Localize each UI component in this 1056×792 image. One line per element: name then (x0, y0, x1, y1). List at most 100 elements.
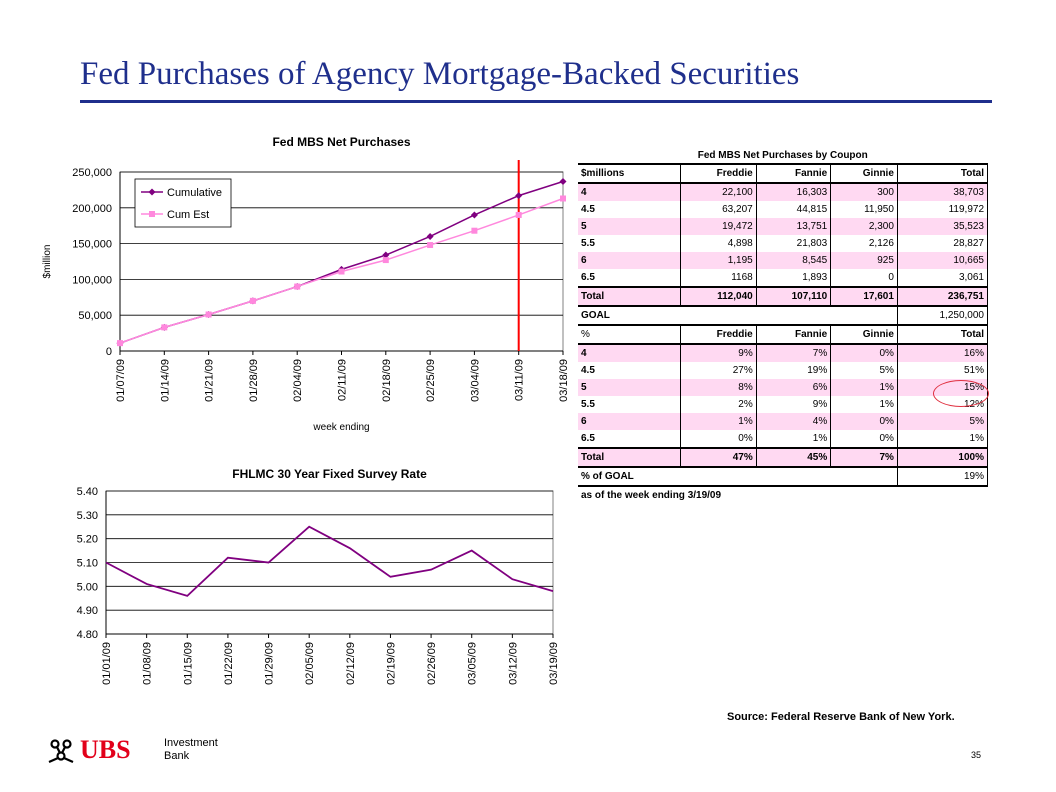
x-tick-label: 01/08/09 (142, 642, 154, 685)
x-tick-label: 02/18/09 (381, 359, 393, 402)
x-tick-label: 01/15/09 (182, 642, 194, 685)
table-cell (680, 466, 757, 486)
table-cell: 5.5 (578, 235, 682, 252)
ubs-logo: UBS Investment Bank (46, 733, 246, 767)
table-cell: 1% (680, 413, 757, 430)
table-cell: 2,126 (830, 235, 898, 252)
y-tick-label: 150,000 (72, 239, 112, 251)
table-cell: 9% (680, 343, 757, 362)
table-row: 4 22,100 16,303 300 38,703 (578, 182, 989, 201)
table-cell: 1% (756, 430, 832, 448)
table-cell: 100% (897, 447, 989, 467)
logo-line-1: Investment (164, 737, 218, 749)
table-total-row: Total 112,040 107,110 17,601 236,751 (578, 286, 989, 306)
y-tick-label: 0 (106, 346, 112, 358)
y-tick-label: 5.30 (77, 510, 98, 522)
table-row: 6.5 0% 1% 0% 1% (578, 430, 989, 448)
table-cell: Total (578, 286, 682, 306)
y-tick-label: 50,000 (78, 310, 112, 322)
table-cell: 2% (680, 396, 757, 413)
table-cell: 8% (680, 379, 757, 396)
table-cell: 0% (830, 413, 898, 430)
table-cell: 6.5 (578, 269, 682, 287)
table-cell: Total (578, 447, 682, 467)
y-tick-label: 5.10 (77, 558, 98, 570)
x-tick-label: 01/01/09 (101, 642, 113, 685)
table-cell: 17,601 (830, 286, 898, 306)
table-cell: % of GOAL (578, 466, 681, 486)
table-cell: 13,751 (756, 218, 832, 235)
table-header-cell: Ginnie (830, 324, 898, 344)
table-row: 5 8% 6% 1% 15% (578, 379, 989, 396)
table-cell: 6% (756, 379, 832, 396)
y-tick-label: 5.20 (77, 534, 98, 546)
x-tick-label: 03/18/09 (558, 359, 570, 402)
logo-ubs-text: UBS (80, 735, 131, 764)
table-cell: 0% (680, 430, 757, 448)
data-point (249, 297, 256, 304)
table-header-cell: Total (897, 163, 989, 183)
x-tick-label: 01/07/09 (115, 359, 127, 402)
table-cell: 4 (578, 182, 682, 201)
table-cell: 112,040 (680, 286, 757, 306)
legend-label: Cumulative (167, 187, 222, 199)
table-cell: 5 (578, 218, 682, 235)
legend-label: Cum Est (167, 209, 209, 221)
logo-line-2: Bank (164, 750, 190, 762)
x-tick-label: 02/11/09 (337, 359, 349, 401)
table-cell: 6 (578, 252, 682, 269)
source-note: Source: Federal Reserve Bank of New York… (727, 711, 955, 723)
legend-marker (149, 211, 155, 217)
table-cell: 38,703 (897, 182, 989, 201)
x-tick-label: 02/12/09 (345, 642, 357, 685)
table-note-row: as of the week ending 3/19/09 (578, 485, 988, 504)
y-tick-label: 4.80 (77, 629, 98, 641)
table-row: 6 1% 4% 0% 5% (578, 413, 989, 430)
data-point (161, 324, 168, 331)
data-point (559, 177, 567, 185)
table-cell: 35,523 (897, 218, 989, 235)
table-cell: 5.5 (578, 396, 682, 413)
x-axis-label: week ending (312, 422, 369, 433)
legend-marker (148, 188, 156, 196)
table-header-cell: Fannie (756, 163, 832, 183)
table-header-row: % Freddie Fannie Ginnie Total (578, 324, 989, 344)
table-row: 4.5 63,207 44,815 11,950 119,972 (578, 201, 989, 218)
data-point (426, 232, 434, 240)
table-note: as of the week ending 3/19/09 (578, 485, 988, 504)
data-point (382, 257, 389, 264)
table-goal-row: GOAL 1,250,000 (578, 305, 989, 326)
table-row: 5 19,472 13,751 2,300 35,523 (578, 218, 989, 235)
y-tick-label: 5.40 (77, 486, 98, 498)
table-cell: 3,061 (897, 269, 989, 287)
table-cell: 27% (680, 362, 757, 379)
table-cell: 16% (897, 343, 989, 362)
table-cell: 1,195 (680, 252, 757, 269)
page-number: 35 (971, 750, 982, 760)
y-tick-label: 200,000 (72, 203, 112, 215)
table-cell: 47% (680, 447, 757, 467)
table-header-cell: Fannie (756, 324, 832, 344)
table-cell: 119,972 (897, 201, 989, 218)
table-cell: 0 (830, 269, 898, 287)
table-cell: 5 (578, 379, 682, 396)
table-cell: 4 (578, 343, 682, 362)
x-tick-label: 01/22/09 (223, 642, 235, 685)
table-cell (756, 466, 831, 486)
table-cell: 107,110 (756, 286, 832, 306)
table-row: 4.5 27% 19% 5% 51% (578, 362, 989, 379)
table-cell: 21,803 (756, 235, 832, 252)
table-cell: 300 (830, 182, 898, 201)
x-tick-label: 03/05/09 (467, 642, 479, 685)
table-cell: 5% (897, 413, 989, 430)
x-tick-label: 02/05/09 (304, 642, 316, 685)
data-point (338, 268, 345, 275)
data-point (382, 251, 390, 259)
table-cell (830, 305, 898, 326)
data-point (470, 211, 478, 219)
table-cell: 19% (756, 362, 832, 379)
chart-title: FHLMC 30 Year Fixed Survey Rate (232, 467, 427, 481)
table-header-cell: Freddie (680, 163, 757, 183)
table-cell: 1% (830, 379, 898, 396)
data-point (427, 242, 434, 249)
